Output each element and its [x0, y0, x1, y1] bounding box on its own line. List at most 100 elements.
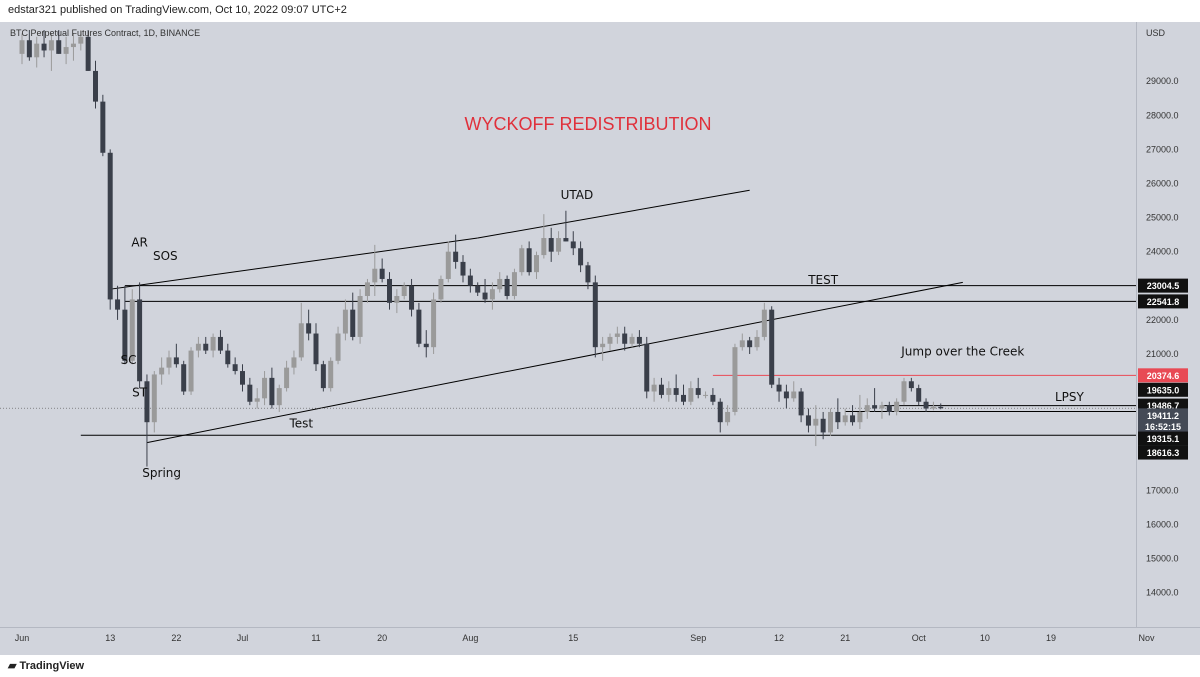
- candle-body-63: [482, 292, 488, 300]
- footer: ▰ TradingView: [0, 655, 1200, 677]
- candle-body-32: [254, 398, 260, 402]
- candle-body-117: [879, 405, 885, 409]
- candle-body-52: [401, 285, 407, 297]
- candle-body-35: [276, 388, 282, 406]
- candle-body-73: [556, 238, 562, 252]
- candle-body-51: [394, 296, 400, 303]
- price-label-bg-7: [1138, 431, 1188, 446]
- price-label-0: 23004.5: [1147, 281, 1180, 291]
- candle-body-19: [159, 367, 165, 375]
- annotation-7: TEST: [807, 273, 839, 287]
- y-tick-4: 25000.0: [1146, 213, 1179, 223]
- candle-body-82: [622, 333, 628, 344]
- candle-body-70: [534, 255, 539, 273]
- price-label-1: 22541.8: [1147, 297, 1180, 307]
- candle-body-112: [842, 415, 848, 423]
- candle-body-56: [431, 299, 437, 348]
- candle-body-40: [313, 333, 319, 365]
- y-tick-12: 14000.0: [1146, 588, 1179, 598]
- price-label-3: 19635.0: [1147, 385, 1180, 395]
- candle-body-6: [63, 47, 69, 54]
- price-label-4: 19486.7: [1147, 401, 1180, 411]
- time-axis[interactable]: [0, 627, 1200, 656]
- candle-body-48: [372, 268, 378, 283]
- candle-body-65: [497, 278, 503, 290]
- x-tick-2: 22: [171, 633, 181, 643]
- annotation-8: Jump over the Creek: [900, 345, 1024, 359]
- candle-body-58: [445, 251, 451, 279]
- candle-body-27: [217, 336, 223, 351]
- candle-body-103: [776, 384, 782, 392]
- candle-body-83: [629, 336, 635, 344]
- price-label-bg-1: [1138, 294, 1188, 309]
- candle-body-15: [129, 299, 135, 361]
- candle-body-84: [636, 336, 642, 344]
- candle-body-11: [100, 101, 106, 153]
- candle-body-33: [262, 377, 268, 399]
- candle-body-21: [173, 357, 179, 365]
- candle-body-39: [306, 323, 312, 334]
- candle-body-110: [828, 411, 833, 433]
- price-label-7: 19315.1: [1147, 434, 1180, 444]
- candle-body-113: [850, 415, 856, 423]
- x-tick-4: 11: [311, 633, 320, 643]
- candle-body-42: [328, 360, 334, 389]
- annotation-4: Spring: [142, 466, 181, 480]
- publisher-bar: edstar321 published on TradingView.com, …: [0, 0, 1200, 22]
- price-label-2: 20374.6: [1147, 371, 1180, 381]
- trendline-3: [352, 281, 963, 403]
- y-tick-11: 15000.0: [1146, 554, 1179, 564]
- candle-body-8: [78, 36, 84, 44]
- candle-body-12: [107, 152, 113, 300]
- candle-body-80: [607, 336, 613, 344]
- x-tick-0: Jun: [15, 633, 30, 643]
- candle-body-90: [681, 394, 686, 402]
- trendline-1: [477, 189, 750, 239]
- candle-body-5: [56, 40, 62, 54]
- candle-body-14: [122, 309, 128, 361]
- x-tick-8: Sep: [690, 633, 706, 643]
- candle-body-76: [578, 248, 584, 266]
- candle-body-77: [585, 265, 591, 283]
- price-axis[interactable]: [1136, 22, 1200, 627]
- candle-body-119: [894, 401, 900, 412]
- annotation-1: SOS: [153, 249, 178, 263]
- candle-body-79: [600, 343, 606, 348]
- candle-body-10: [93, 70, 98, 102]
- candle-body-62: [475, 285, 481, 293]
- candle-body-24: [195, 343, 201, 351]
- x-tick-14: Nov: [1139, 633, 1156, 643]
- x-tick-9: 12: [774, 633, 784, 643]
- candle-body-37: [291, 357, 297, 368]
- candle-body-36: [284, 367, 290, 389]
- candle-body-1: [26, 40, 32, 58]
- price-label-5: 19411.2: [1147, 411, 1179, 421]
- candle-body-104: [783, 391, 789, 399]
- candle-body-92: [695, 388, 701, 395]
- x-tick-1: 13: [105, 633, 115, 643]
- y-tick-0: 29000.0: [1146, 76, 1179, 86]
- x-tick-10: 21: [840, 633, 850, 643]
- x-tick-12: 10: [980, 633, 990, 643]
- chart-area[interactable]: [0, 22, 1136, 627]
- candle-body-106: [798, 391, 804, 416]
- candle-body-66: [504, 278, 510, 297]
- candle-body-116: [872, 405, 878, 409]
- candle-body-61: [467, 275, 473, 286]
- candle-body-123: [923, 401, 929, 409]
- candle-body-0: [19, 40, 25, 54]
- candle-body-55: [423, 343, 429, 348]
- candle-body-99: [747, 340, 753, 348]
- trendline-0: [110, 237, 478, 290]
- currency-label: USD: [1146, 28, 1166, 38]
- chart-title: WYCKOFF REDISTRIBUTION: [465, 114, 712, 134]
- candle-body-121: [908, 381, 914, 389]
- candle-body-9: [85, 36, 91, 71]
- y-tick-7: 21000.0: [1146, 349, 1179, 359]
- candle-body-57: [438, 278, 444, 300]
- price-label-bg-6: [1138, 419, 1188, 434]
- candle-body-124: [930, 406, 936, 409]
- tradingview-logo: ▰ TradingView: [8, 659, 84, 672]
- candle-body-43: [335, 333, 341, 361]
- y-tick-5: 24000.0: [1146, 247, 1179, 257]
